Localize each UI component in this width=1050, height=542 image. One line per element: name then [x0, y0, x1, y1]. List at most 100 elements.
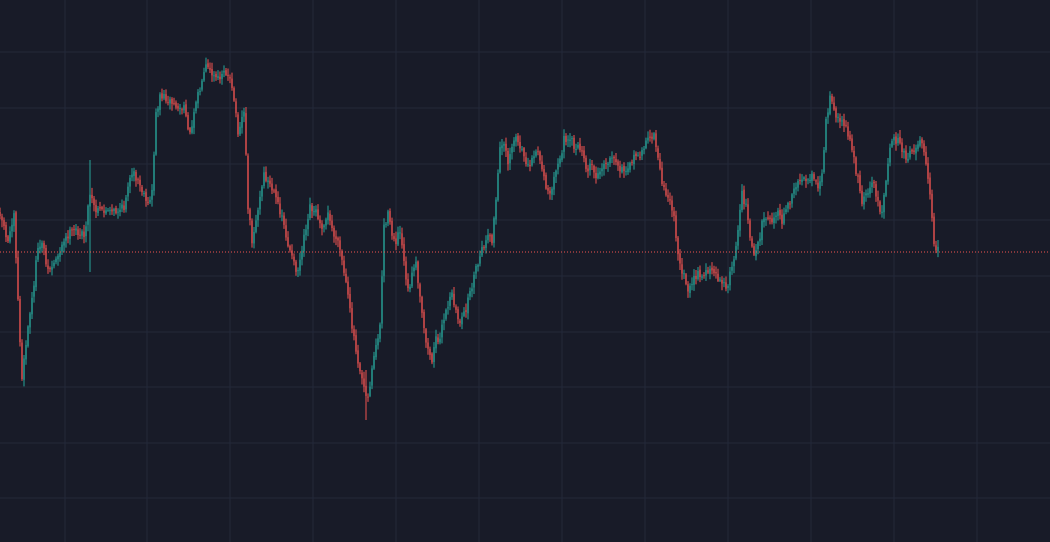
candle-body-down: [565, 135, 567, 142]
candle-body-up: [369, 386, 371, 397]
candle-body-down: [421, 297, 423, 313]
candle-body-up: [841, 120, 843, 122]
candle-body-up: [511, 146, 513, 153]
candle-body-up: [811, 173, 813, 181]
candle-body-down: [437, 337, 439, 342]
candle-body-down: [249, 209, 251, 221]
candle-body-down: [245, 113, 247, 155]
candle-body-down: [699, 269, 701, 278]
candle-body-up: [61, 244, 63, 252]
candle-body-down: [711, 267, 713, 271]
candle-body-down: [913, 150, 915, 152]
candle-body-down: [905, 150, 907, 160]
candle-body-up: [775, 215, 777, 217]
candle-body-up: [143, 193, 145, 194]
candle-body-down: [141, 186, 143, 193]
candle-body-down: [581, 150, 583, 152]
candle-body-up: [763, 218, 765, 223]
candle-body-down: [77, 229, 79, 236]
candle-body-down: [681, 264, 683, 274]
candle-body-down: [545, 174, 547, 189]
candle-body-down: [427, 342, 429, 349]
candle-body-up: [731, 266, 733, 271]
candle-body-down: [675, 215, 677, 238]
candle-body-up: [157, 108, 159, 112]
candle-body-up: [409, 286, 411, 290]
candle-body-up: [501, 145, 503, 149]
candle-body-down: [717, 273, 719, 282]
candle-body-up: [705, 269, 707, 276]
candle-body-up: [151, 189, 153, 200]
candle-body-up: [13, 213, 15, 227]
candle-body-up: [413, 267, 415, 272]
candle-body-down: [403, 244, 405, 261]
candle-body-down: [507, 150, 509, 165]
candle-body-down: [277, 196, 279, 203]
candle-body-down: [453, 293, 455, 306]
candle-body-down: [15, 212, 17, 258]
candle-body-down: [271, 183, 273, 191]
candle-body-up: [733, 259, 735, 267]
candle-body-up: [761, 220, 763, 241]
candle-body-up: [653, 133, 655, 140]
candle-body-down: [457, 309, 459, 320]
candle-body-down: [743, 189, 745, 205]
candle-body-up: [53, 262, 55, 267]
candle-body-up: [443, 319, 445, 324]
candle-body-down: [519, 141, 521, 149]
candle-body-up: [893, 137, 895, 141]
candle-body-up: [535, 151, 537, 156]
candle-body-up: [213, 75, 215, 77]
candle-body-up: [263, 172, 265, 186]
candle-body-down: [317, 209, 319, 219]
candle-body-up: [467, 297, 469, 314]
candle-body-down: [401, 233, 403, 246]
candle-body-down: [635, 153, 637, 157]
candle-body-down: [547, 188, 549, 191]
candle-body-down: [929, 177, 931, 195]
candle-body-down: [587, 168, 589, 172]
candle-body-up: [325, 219, 327, 226]
candle-body-up: [473, 275, 475, 288]
candle-body-up: [937, 246, 939, 252]
candle-body-up: [797, 181, 799, 188]
candle-body-down: [855, 157, 857, 175]
candle-body-down: [83, 231, 85, 238]
candle-body-up: [783, 213, 785, 224]
candle-body-up: [701, 276, 703, 278]
candle-body-up: [629, 162, 631, 170]
candle-body-down: [17, 257, 19, 300]
candle-body-up: [555, 170, 557, 177]
candle-body-up: [63, 241, 65, 246]
candle-body-down: [137, 179, 139, 181]
candle-body-down: [873, 181, 875, 184]
candle-body-down: [661, 167, 663, 184]
candle-body-down: [279, 203, 281, 215]
candle-body-down: [543, 169, 545, 177]
candle-body-down: [91, 194, 93, 199]
candle-body-up: [729, 271, 731, 286]
candle-body-down: [591, 164, 593, 166]
candle-body-down: [663, 184, 665, 188]
candle-body-down: [657, 148, 659, 158]
candle-body-down: [161, 93, 163, 99]
candle-body-up: [553, 176, 555, 190]
candle-body-down: [831, 96, 833, 102]
candle-body-down: [617, 161, 619, 166]
candle-body-up: [551, 188, 553, 195]
candle-body-up: [865, 193, 867, 196]
candle-body-up: [253, 231, 255, 244]
candle-body-down: [395, 238, 397, 245]
candle-body-down: [525, 157, 527, 164]
candle-body-down: [667, 194, 669, 198]
candle-body-up: [31, 297, 33, 315]
candle-body-down: [605, 162, 607, 164]
candle-body-down: [429, 348, 431, 355]
candle-body-up: [451, 292, 453, 298]
candle-body-down: [861, 190, 863, 204]
candle-body-down: [875, 184, 877, 197]
candle-body-down: [877, 196, 879, 201]
candle-body-up: [601, 168, 603, 172]
